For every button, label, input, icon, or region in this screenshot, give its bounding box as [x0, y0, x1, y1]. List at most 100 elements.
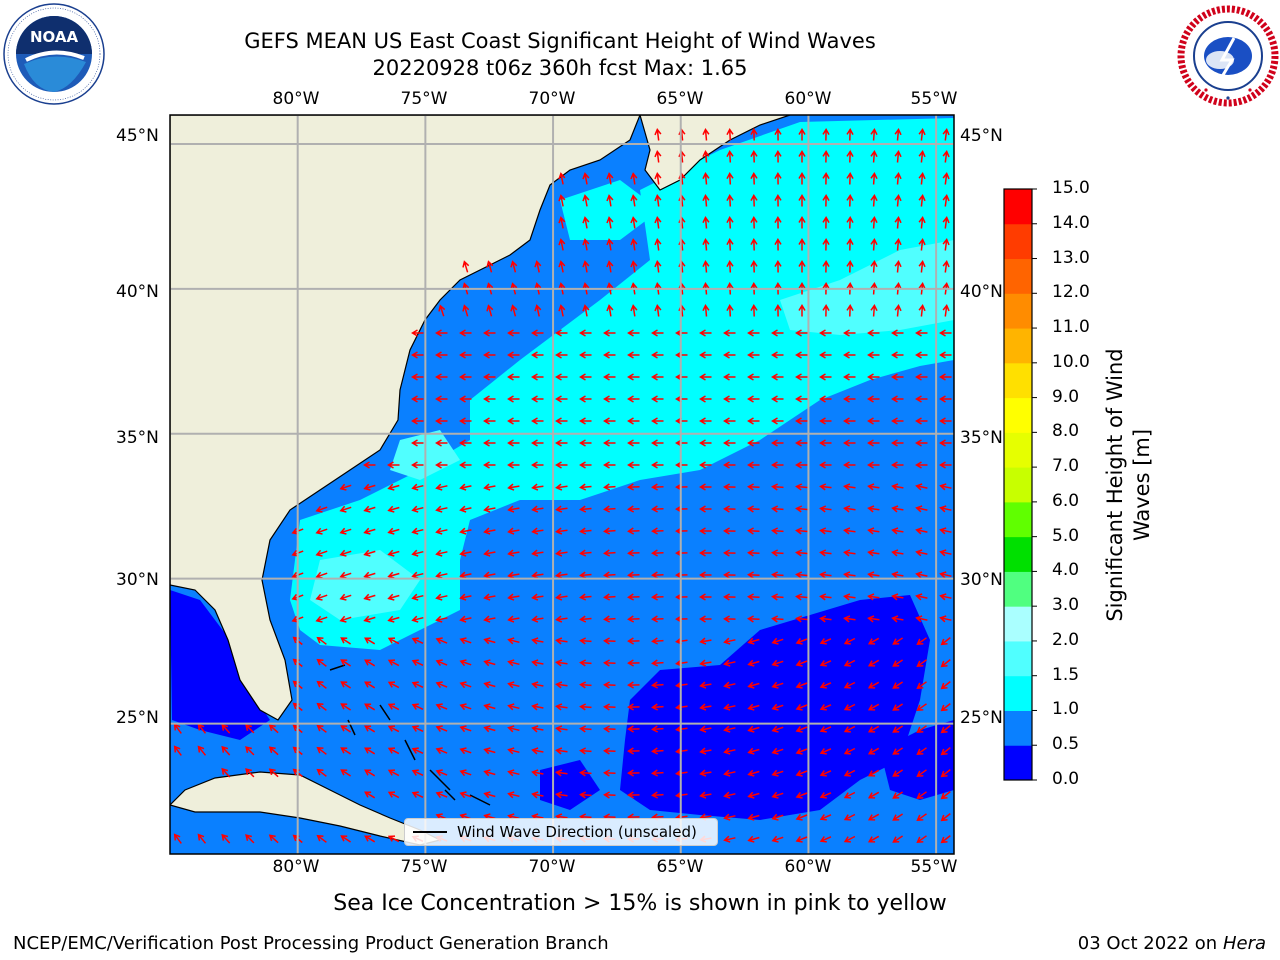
colorbar-segment: [1004, 223, 1032, 260]
wind-wave-arrow: [819, 682, 832, 689]
wind-wave-arrow: [747, 637, 760, 645]
wind-wave-arrow: [435, 571, 448, 579]
wind-wave-arrow: [316, 658, 327, 667]
wind-wave-arrow: [555, 439, 568, 447]
wind-wave-arrow: [411, 703, 424, 710]
wind-wave-arrow: [606, 172, 614, 185]
wind-wave-arrow: [892, 681, 904, 689]
wind-wave-arrow: [891, 505, 904, 513]
wind-wave-arrow: [771, 351, 784, 359]
wind-wave-arrow: [939, 439, 952, 447]
sea-ice-note: Sea Ice Concentration > 15% is shown in …: [333, 891, 947, 916]
wind-wave-arrow: [867, 351, 880, 359]
wind-wave-arrow: [867, 549, 880, 557]
wind-wave-arrow: [387, 637, 400, 645]
wind-wave-arrow: [579, 615, 592, 623]
wind-wave-arrow: [747, 681, 760, 689]
wind-wave-arrow: [915, 483, 928, 491]
wind-wave-arrow: [822, 260, 830, 273]
wind-wave-arrow: [894, 260, 902, 273]
wind-wave-arrow: [627, 703, 640, 711]
wind-wave-arrow: [459, 439, 472, 447]
wind-wave-arrow: [726, 128, 734, 141]
wind-wave-arrow: [699, 439, 712, 447]
wind-wave-arrow: [915, 549, 928, 557]
wave-height-0-0.5-region-3: [170, 590, 270, 740]
wind-wave-arrow: [771, 835, 784, 843]
wind-wave-arrow: [915, 527, 928, 535]
colorbar-tick-label: 14.0: [1052, 212, 1090, 233]
wind-wave-arrow: [627, 461, 640, 469]
footer-date: 03 Oct 2022 on Hera: [1078, 933, 1266, 954]
wind-wave-arrow: [774, 238, 782, 251]
footer-organization: NCEP/EMC/Verification Post Processing Pr…: [13, 933, 609, 954]
wind-wave-arrow: [867, 483, 880, 491]
wind-wave-arrow: [651, 483, 664, 491]
wind-wave-arrow: [723, 681, 736, 689]
wind-wave-arrow: [699, 527, 712, 535]
wind-wave-arrow: [699, 769, 712, 777]
wind-wave-arrow: [555, 461, 568, 469]
wind-wave-arrow: [435, 329, 448, 337]
lon-label-bottom-70w: 70°W: [528, 857, 576, 877]
wind-wave-arrow: [579, 351, 592, 359]
wind-wave-arrow: [942, 172, 950, 185]
wind-wave-arrow: [867, 703, 880, 711]
wind-wave-arrow: [339, 505, 352, 513]
wind-wave-arrow: [411, 329, 424, 337]
wind-wave-arrow: [411, 769, 424, 776]
wind-wave-arrow: [918, 194, 926, 207]
wind-wave-arrow: [579, 527, 592, 535]
lon-label-top-80w: 80°W: [272, 89, 320, 109]
wind-wave-arrow: [846, 150, 854, 163]
wind-wave-arrow: [606, 194, 614, 207]
wind-wave-arrow: [918, 172, 926, 185]
wind-wave-arrow: [940, 813, 951, 822]
wind-wave-arrow: [268, 834, 279, 844]
wind-wave-arrow: [630, 216, 638, 229]
wind-wave-arrow: [891, 373, 904, 381]
wind-wave-arrow: [627, 373, 640, 381]
wind-wave-arrow: [940, 747, 951, 756]
wind-wave-arrow: [723, 329, 736, 337]
wind-wave-arrow: [507, 483, 520, 491]
wind-wave-arrow: [942, 128, 950, 141]
wind-wave-arrow: [507, 417, 520, 425]
colorbar-label: Significant Height of Wind Waves [m]: [1102, 348, 1156, 621]
wind-wave-arrow: [723, 527, 736, 535]
wind-wave-arrow: [363, 505, 376, 513]
wind-wave-arrow: [507, 615, 520, 623]
wind-wave-arrow: [582, 194, 590, 207]
wind-wave-arrow: [483, 769, 496, 777]
wind-wave-arrow: [795, 505, 808, 513]
wind-wave-arrow: [702, 260, 710, 273]
wind-wave-arrow: [411, 395, 424, 403]
wind-wave-arrow: [579, 329, 592, 337]
wind-wave-arrow: [245, 834, 255, 844]
wind-wave-arrow: [486, 260, 494, 273]
wind-wave-arrow: [750, 128, 758, 141]
wind-wave-arrow: [867, 615, 880, 623]
wind-wave-arrow: [795, 637, 808, 645]
wind-wave-arrow: [795, 351, 808, 359]
wind-wave-arrow: [245, 746, 255, 756]
wind-wave-arrow: [459, 769, 472, 777]
wind-wave-arrow: [435, 615, 448, 623]
wind-wave-arrow: [579, 659, 592, 667]
wave-height-1.5-2-region-3: [310, 550, 420, 620]
wind-wave-arrow: [531, 571, 544, 579]
wind-wave-arrow: [891, 461, 904, 469]
wind-wave-arrow: [555, 681, 568, 689]
wind-wave-arrow: [916, 703, 927, 712]
wind-wave-arrow: [654, 194, 662, 207]
colorbar-label-line2: Waves [m]: [1130, 428, 1154, 542]
wind-wave-arrow: [339, 527, 352, 535]
wind-wave-arrow: [364, 769, 376, 777]
wind-wave-arrow: [486, 304, 494, 317]
colorbar-tick-label: 3.0: [1052, 595, 1080, 616]
wind-wave-arrow: [870, 260, 878, 273]
wind-wave-arrow: [531, 681, 544, 689]
wind-wave-arrow: [939, 571, 952, 579]
wind-wave-arrow: [627, 725, 640, 733]
wind-wave-arrow: [603, 791, 616, 799]
